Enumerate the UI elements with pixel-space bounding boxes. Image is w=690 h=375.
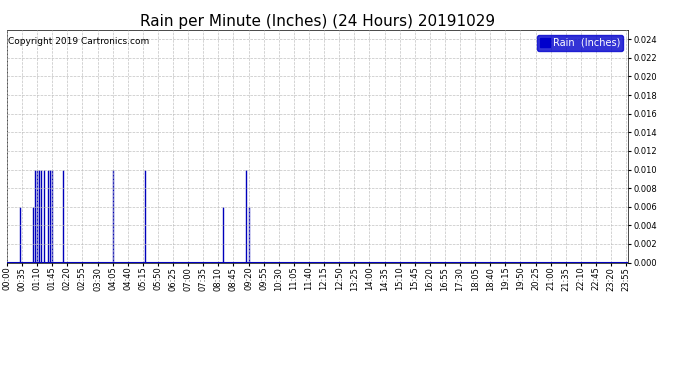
Text: Copyright 2019 Cartronics.com: Copyright 2019 Cartronics.com: [8, 37, 150, 46]
Legend: Rain  (Inches): Rain (Inches): [538, 35, 623, 51]
Title: Rain per Minute (Inches) (24 Hours) 20191029: Rain per Minute (Inches) (24 Hours) 2019…: [140, 14, 495, 29]
